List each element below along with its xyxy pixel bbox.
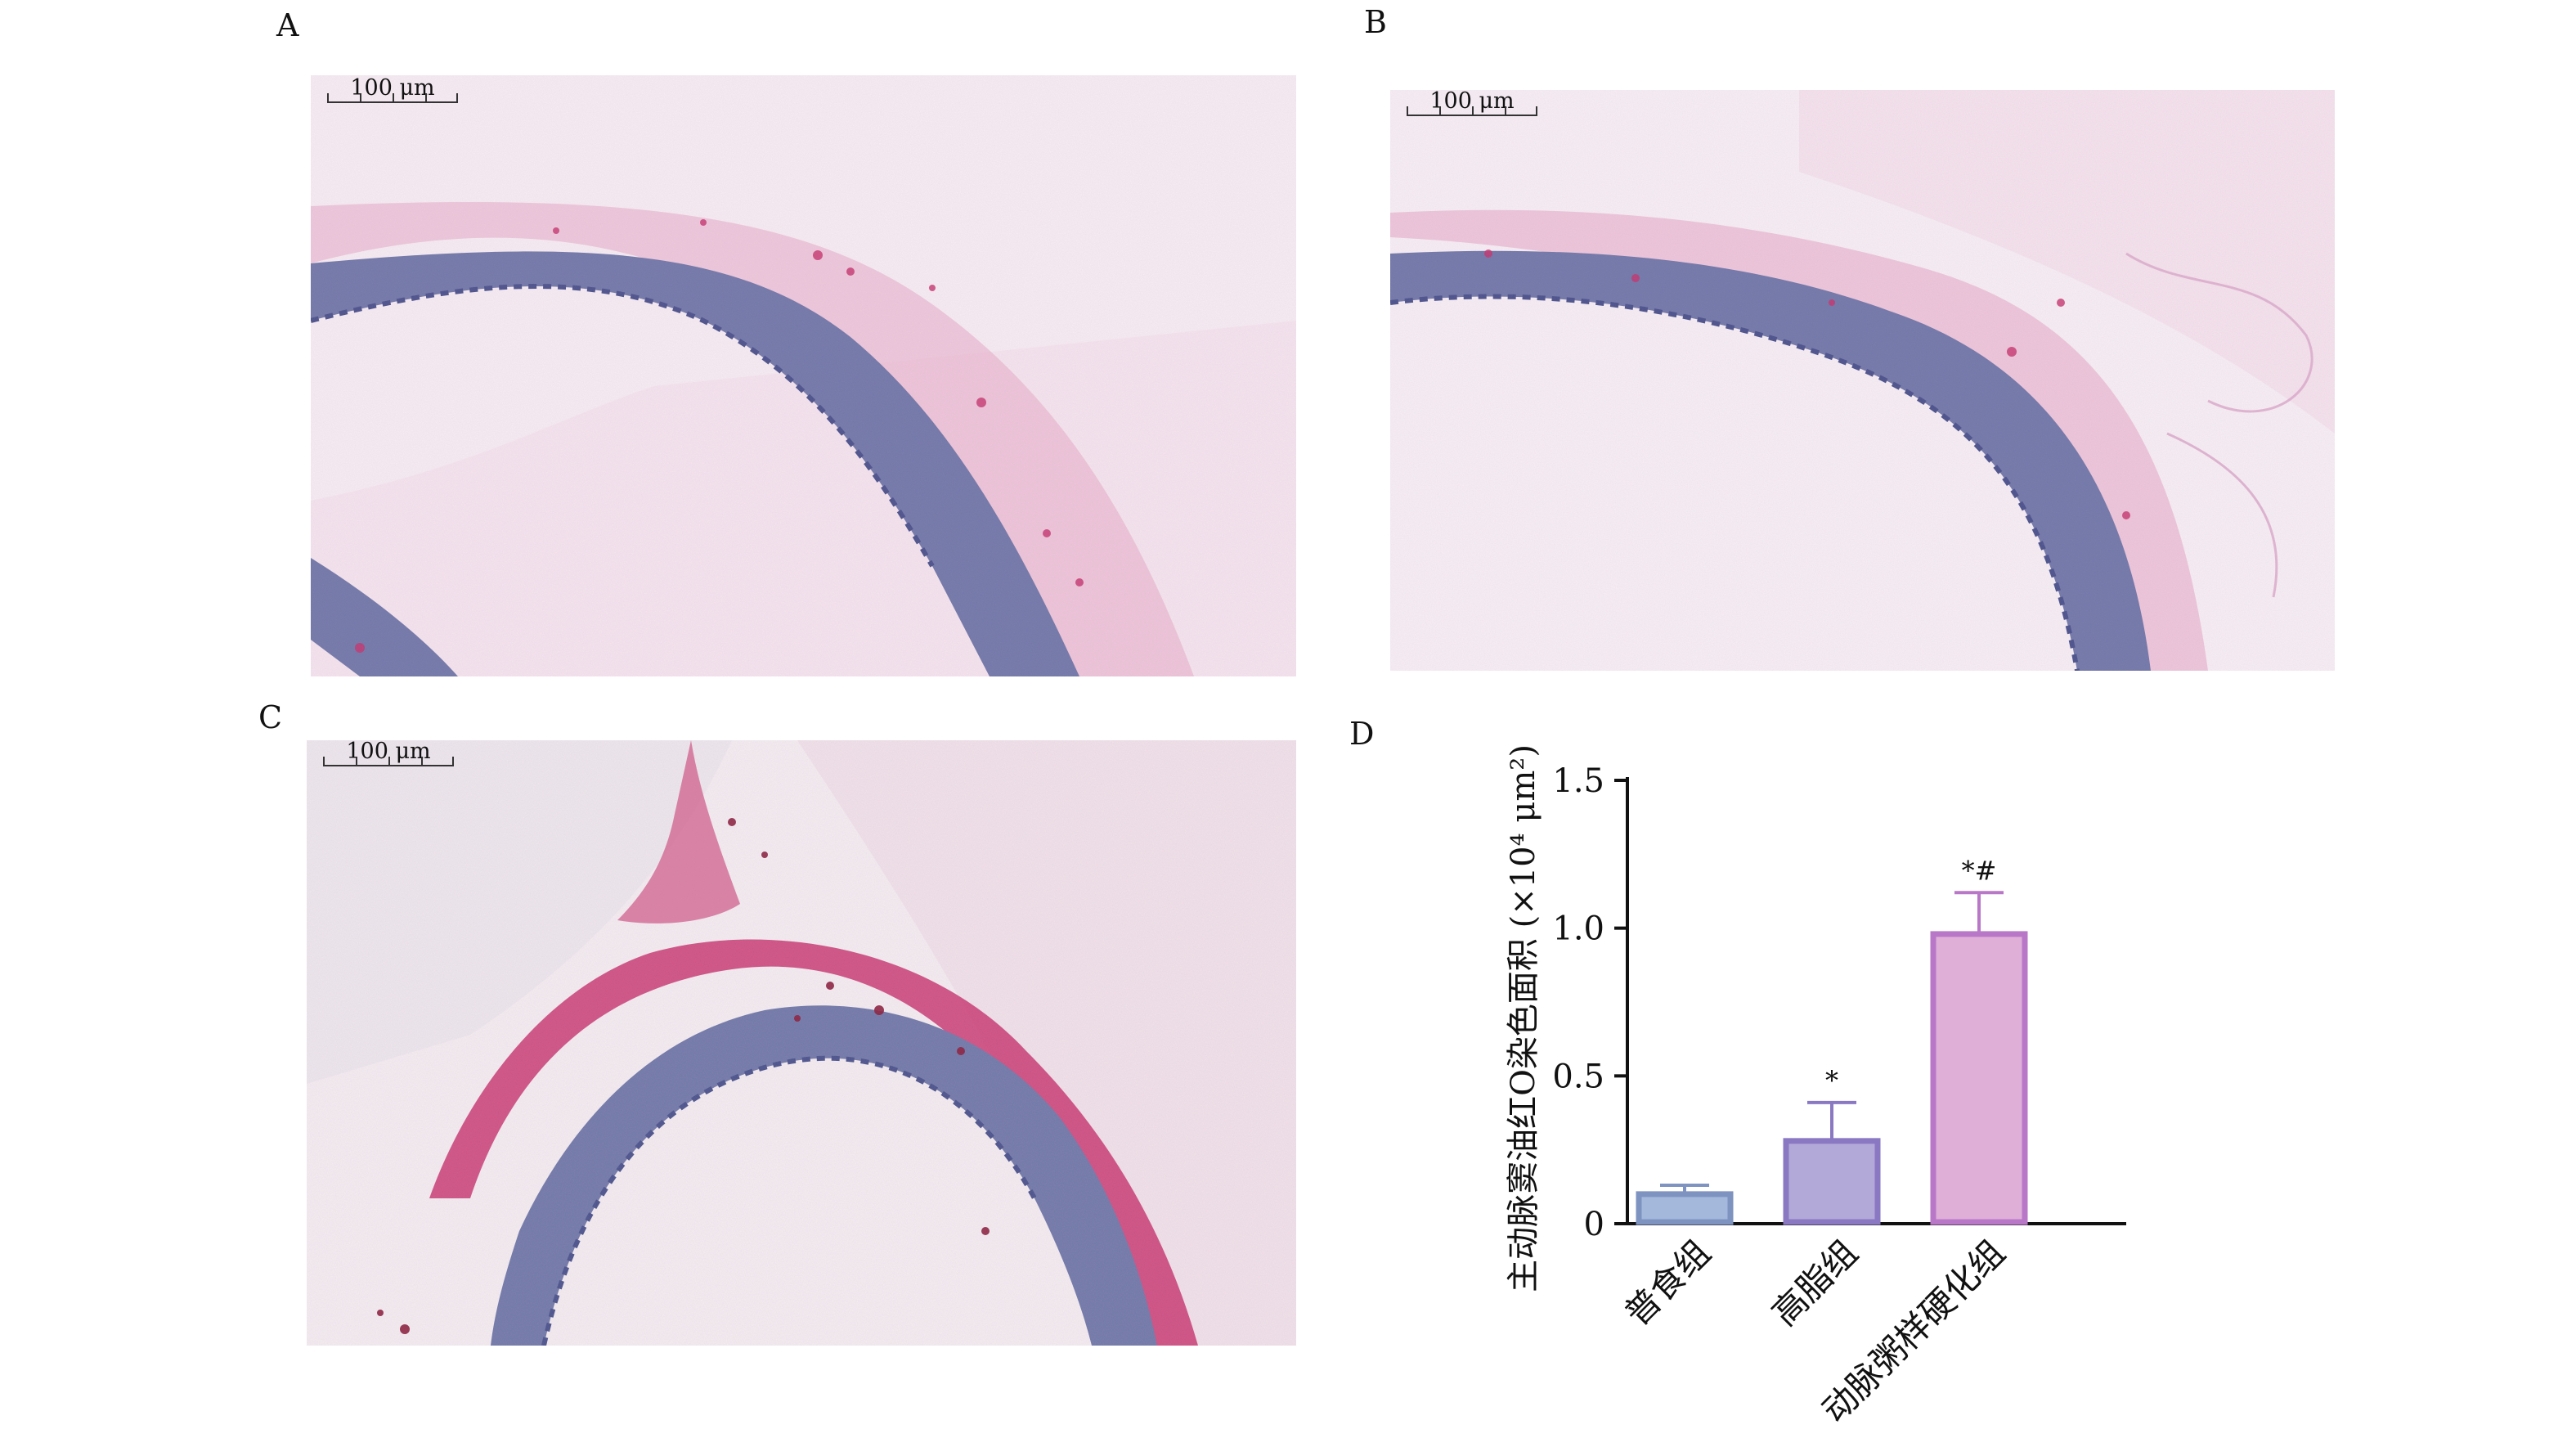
bar (1636, 1191, 1734, 1225)
panel-label-d: D (1349, 716, 1375, 752)
y-tick-label: 0.5 (1552, 1058, 1604, 1095)
micrograph-c: 100 μm (307, 740, 1296, 1346)
bar-chart: 0 0.5 1.0 1.5 主动脉窦油红O染色面积 (×10⁴ μm²) 普食组 * 高脂组 *… (1505, 744, 2126, 1431)
micrograph-c-image (307, 740, 1296, 1346)
panel-label-b: B (1364, 4, 1387, 40)
y-tick-label: 1.0 (1552, 910, 1604, 948)
significance-label: *# (1962, 855, 1997, 886)
panel-label-a: A (276, 7, 299, 43)
y-axis-label: 主动脉窦油红O染色面积 (×10⁴ μm²) (1505, 744, 1542, 1292)
y-tick-label: 1.5 (1552, 762, 1604, 800)
scale-bar-c: 100 μm (323, 740, 454, 770)
y-tick-label: 0 (1584, 1206, 1604, 1243)
significance-label: * (1825, 1065, 1838, 1096)
x-tick-label: 普食组 (1617, 1232, 1718, 1333)
scale-bar-b: 100 μm (1407, 90, 1537, 119)
micrograph-a: 100 μm (311, 75, 1296, 676)
micrograph-b: 100 μm (1390, 90, 2335, 671)
micrograph-a-image (311, 75, 1296, 676)
bar (1783, 1138, 1881, 1225)
bar (1930, 931, 2028, 1225)
panel-label-c: C (258, 699, 283, 735)
scale-bar-a: 100 μm (327, 77, 458, 106)
x-tick-label: 高脂组 (1764, 1232, 1865, 1333)
micrograph-b-image (1390, 90, 2335, 671)
